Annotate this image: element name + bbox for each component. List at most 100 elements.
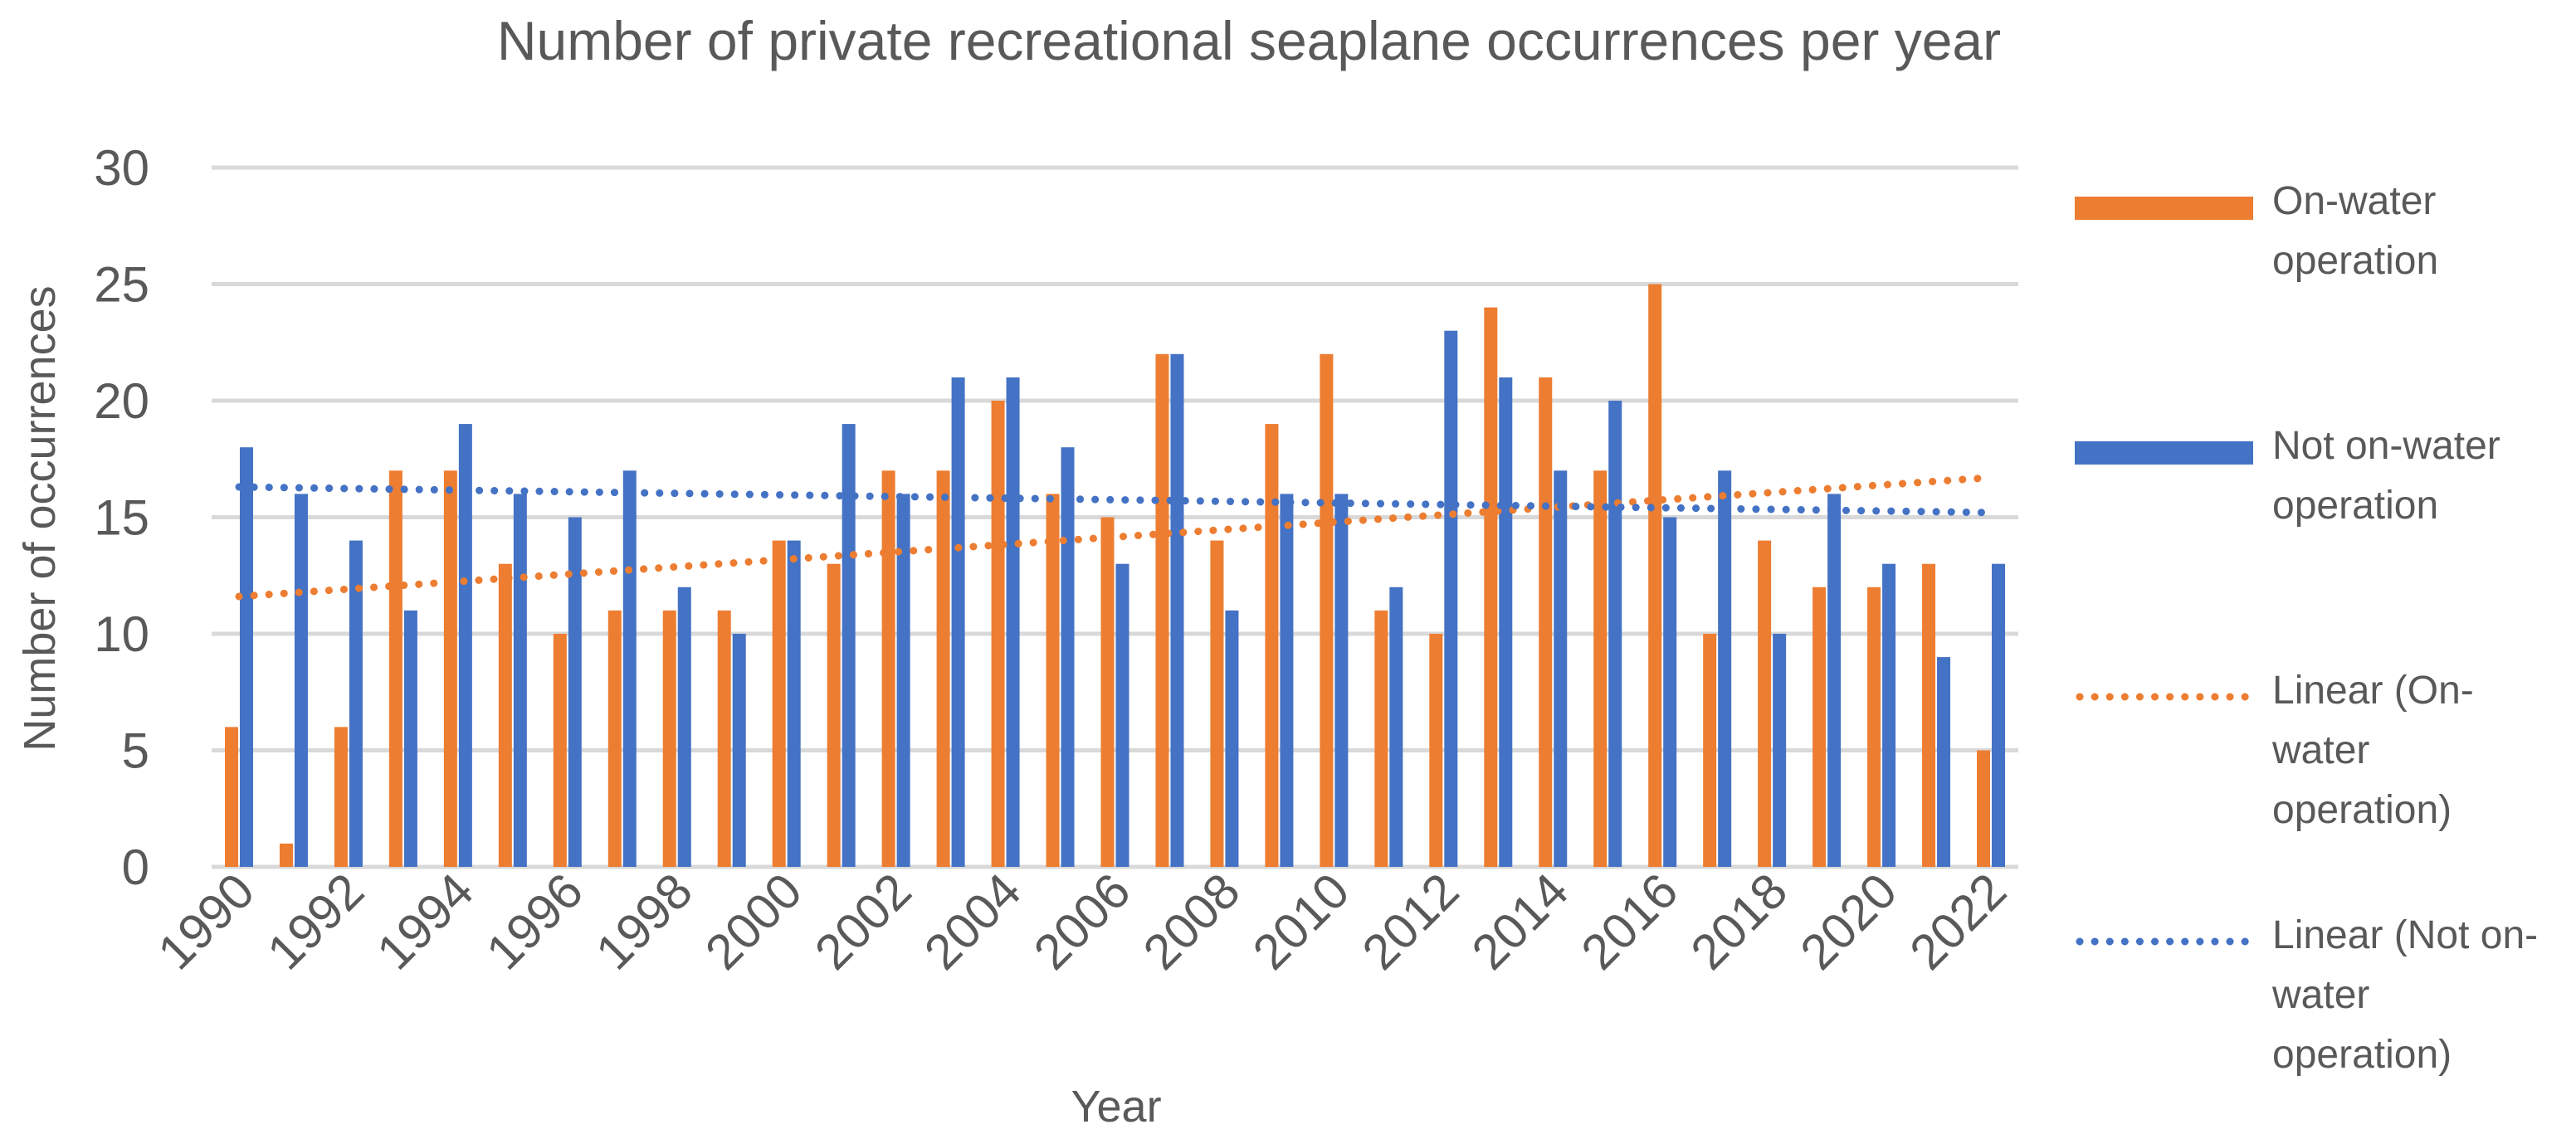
bar-not-on-water (1992, 563, 2006, 867)
bar-not-on-water (1115, 563, 1129, 867)
legend: On-water operation Not on-water operation Li… (2075, 179, 2538, 1077)
x-tick-label: 2014 (1461, 863, 1579, 981)
bar-on-water (1484, 307, 1498, 868)
bar-not-on-water (951, 377, 965, 867)
bar-not-on-water (842, 424, 856, 868)
x-tick-label: 2000 (695, 863, 812, 981)
bar-not-on-water (1280, 494, 1294, 867)
bar-on-water (1593, 470, 1608, 867)
bar-on-water (498, 563, 512, 867)
y-tick-label: 20 (94, 373, 149, 429)
x-tick-label: 2004 (914, 863, 1032, 981)
bar-on-water (1539, 377, 1553, 867)
y-tick-label: 10 (94, 606, 149, 662)
bar-not-on-water (239, 447, 253, 867)
x-tick-label: 2020 (1790, 863, 1908, 981)
bar-on-water (388, 470, 402, 867)
bar-not-on-water (1554, 470, 1568, 867)
trendlines (235, 474, 1995, 601)
bar-not-on-water (1937, 657, 1951, 867)
bar-not-on-water (1882, 563, 1896, 867)
x-tick-label: 2016 (1571, 863, 1689, 981)
bar-on-water (1977, 750, 1991, 867)
bar-not-on-water (1389, 586, 1403, 867)
bar-on-water (827, 563, 841, 867)
bar-not-on-water (1225, 610, 1239, 867)
bar-not-on-water (294, 494, 308, 867)
bar-on-water (1703, 634, 1717, 867)
bar-on-water (443, 470, 457, 867)
bar-not-on-water (1827, 494, 1842, 867)
x-axis-label: Year (1071, 1082, 1161, 1132)
bar-not-on-water (1608, 401, 1622, 867)
bar-not-on-water (622, 470, 637, 867)
x-tick-label: 2012 (1352, 863, 1470, 981)
legend-entry: On-water operation (2075, 179, 2438, 283)
legend-label: operation (2272, 239, 2438, 283)
bar-on-water (1100, 517, 1115, 867)
bar-on-water (936, 470, 950, 867)
bars (224, 284, 2006, 868)
bar-on-water (1155, 353, 1169, 867)
legend-label: On-water (2272, 179, 2436, 223)
x-tick-label: 1992 (256, 863, 374, 981)
bar-on-water (1758, 540, 1772, 867)
x-tick-label: 2006 (1023, 863, 1141, 981)
bar-on-water (881, 470, 895, 867)
gridlines (212, 165, 2018, 869)
bar-not-on-water (1663, 517, 1677, 867)
bar-on-water (717, 610, 731, 867)
bar-on-water (1320, 353, 1334, 867)
bar-on-water (1374, 610, 1388, 867)
legend-swatch (2075, 197, 2253, 220)
legend-entry: Linear (Not on-water operation) (2076, 913, 2538, 1077)
bar-on-water (334, 727, 348, 867)
bar-not-on-water (1499, 377, 1513, 867)
x-tick-label: 2022 (1899, 863, 2017, 981)
bar-on-water (772, 540, 786, 867)
bar-on-water (1812, 586, 1827, 867)
bar-not-on-water (896, 494, 910, 867)
bar-not-on-water (787, 540, 801, 867)
y-axis-ticks: 0 5 10 15 20 25 30 (94, 140, 149, 895)
bar-not-on-water (1444, 330, 1458, 867)
bar-on-water (662, 610, 676, 867)
bar-not-on-water (458, 424, 472, 868)
y-tick-label: 25 (94, 257, 149, 313)
trendline-not-on-water (235, 483, 1995, 517)
bar-on-water (1867, 586, 1881, 867)
x-tick-label: 2018 (1681, 863, 1798, 981)
bar-not-on-water (568, 517, 582, 867)
x-tick-label: 1994 (366, 863, 484, 981)
bar-on-water (991, 401, 1005, 867)
x-tick-label: 1996 (476, 863, 593, 981)
legend-label: Linear (Not on- (2272, 913, 2538, 957)
y-tick-label: 15 (94, 490, 149, 546)
bar-not-on-water (677, 586, 691, 867)
bar-not-on-water (732, 634, 746, 867)
bar-on-water (279, 843, 293, 867)
legend-label: operation) (2272, 1033, 2452, 1077)
bar-not-on-water (403, 610, 417, 867)
legend-label: Linear (On- (2272, 669, 2474, 713)
bar-not-on-water (1006, 377, 1020, 867)
bar-not-on-water (1061, 447, 1075, 867)
x-tick-label: 1990 (147, 863, 265, 981)
legend-entry: Linear (On-water operation) (2076, 669, 2474, 832)
x-axis-ticks: 1990199219941996199820002002200420062008… (147, 863, 2017, 981)
y-tick-label: 5 (122, 723, 149, 779)
y-tick-label: 30 (94, 140, 149, 196)
bar-on-water (1648, 284, 1662, 867)
bar-not-on-water (349, 540, 363, 867)
bar-on-water (1210, 540, 1224, 867)
bar-not-on-water (1718, 470, 1732, 867)
legend-label: water (2271, 973, 2369, 1017)
bar-not-on-water (513, 494, 527, 867)
legend-entry: Not on-water operation (2075, 424, 2500, 528)
x-tick-label: 2002 (804, 863, 922, 981)
bar-not-on-water (1170, 353, 1184, 867)
legend-label: water (2271, 728, 2369, 772)
legend-label: Not on-water (2272, 424, 2500, 468)
x-tick-label: 1998 (585, 863, 703, 981)
y-axis-label: Number of occurrences (15, 285, 65, 751)
